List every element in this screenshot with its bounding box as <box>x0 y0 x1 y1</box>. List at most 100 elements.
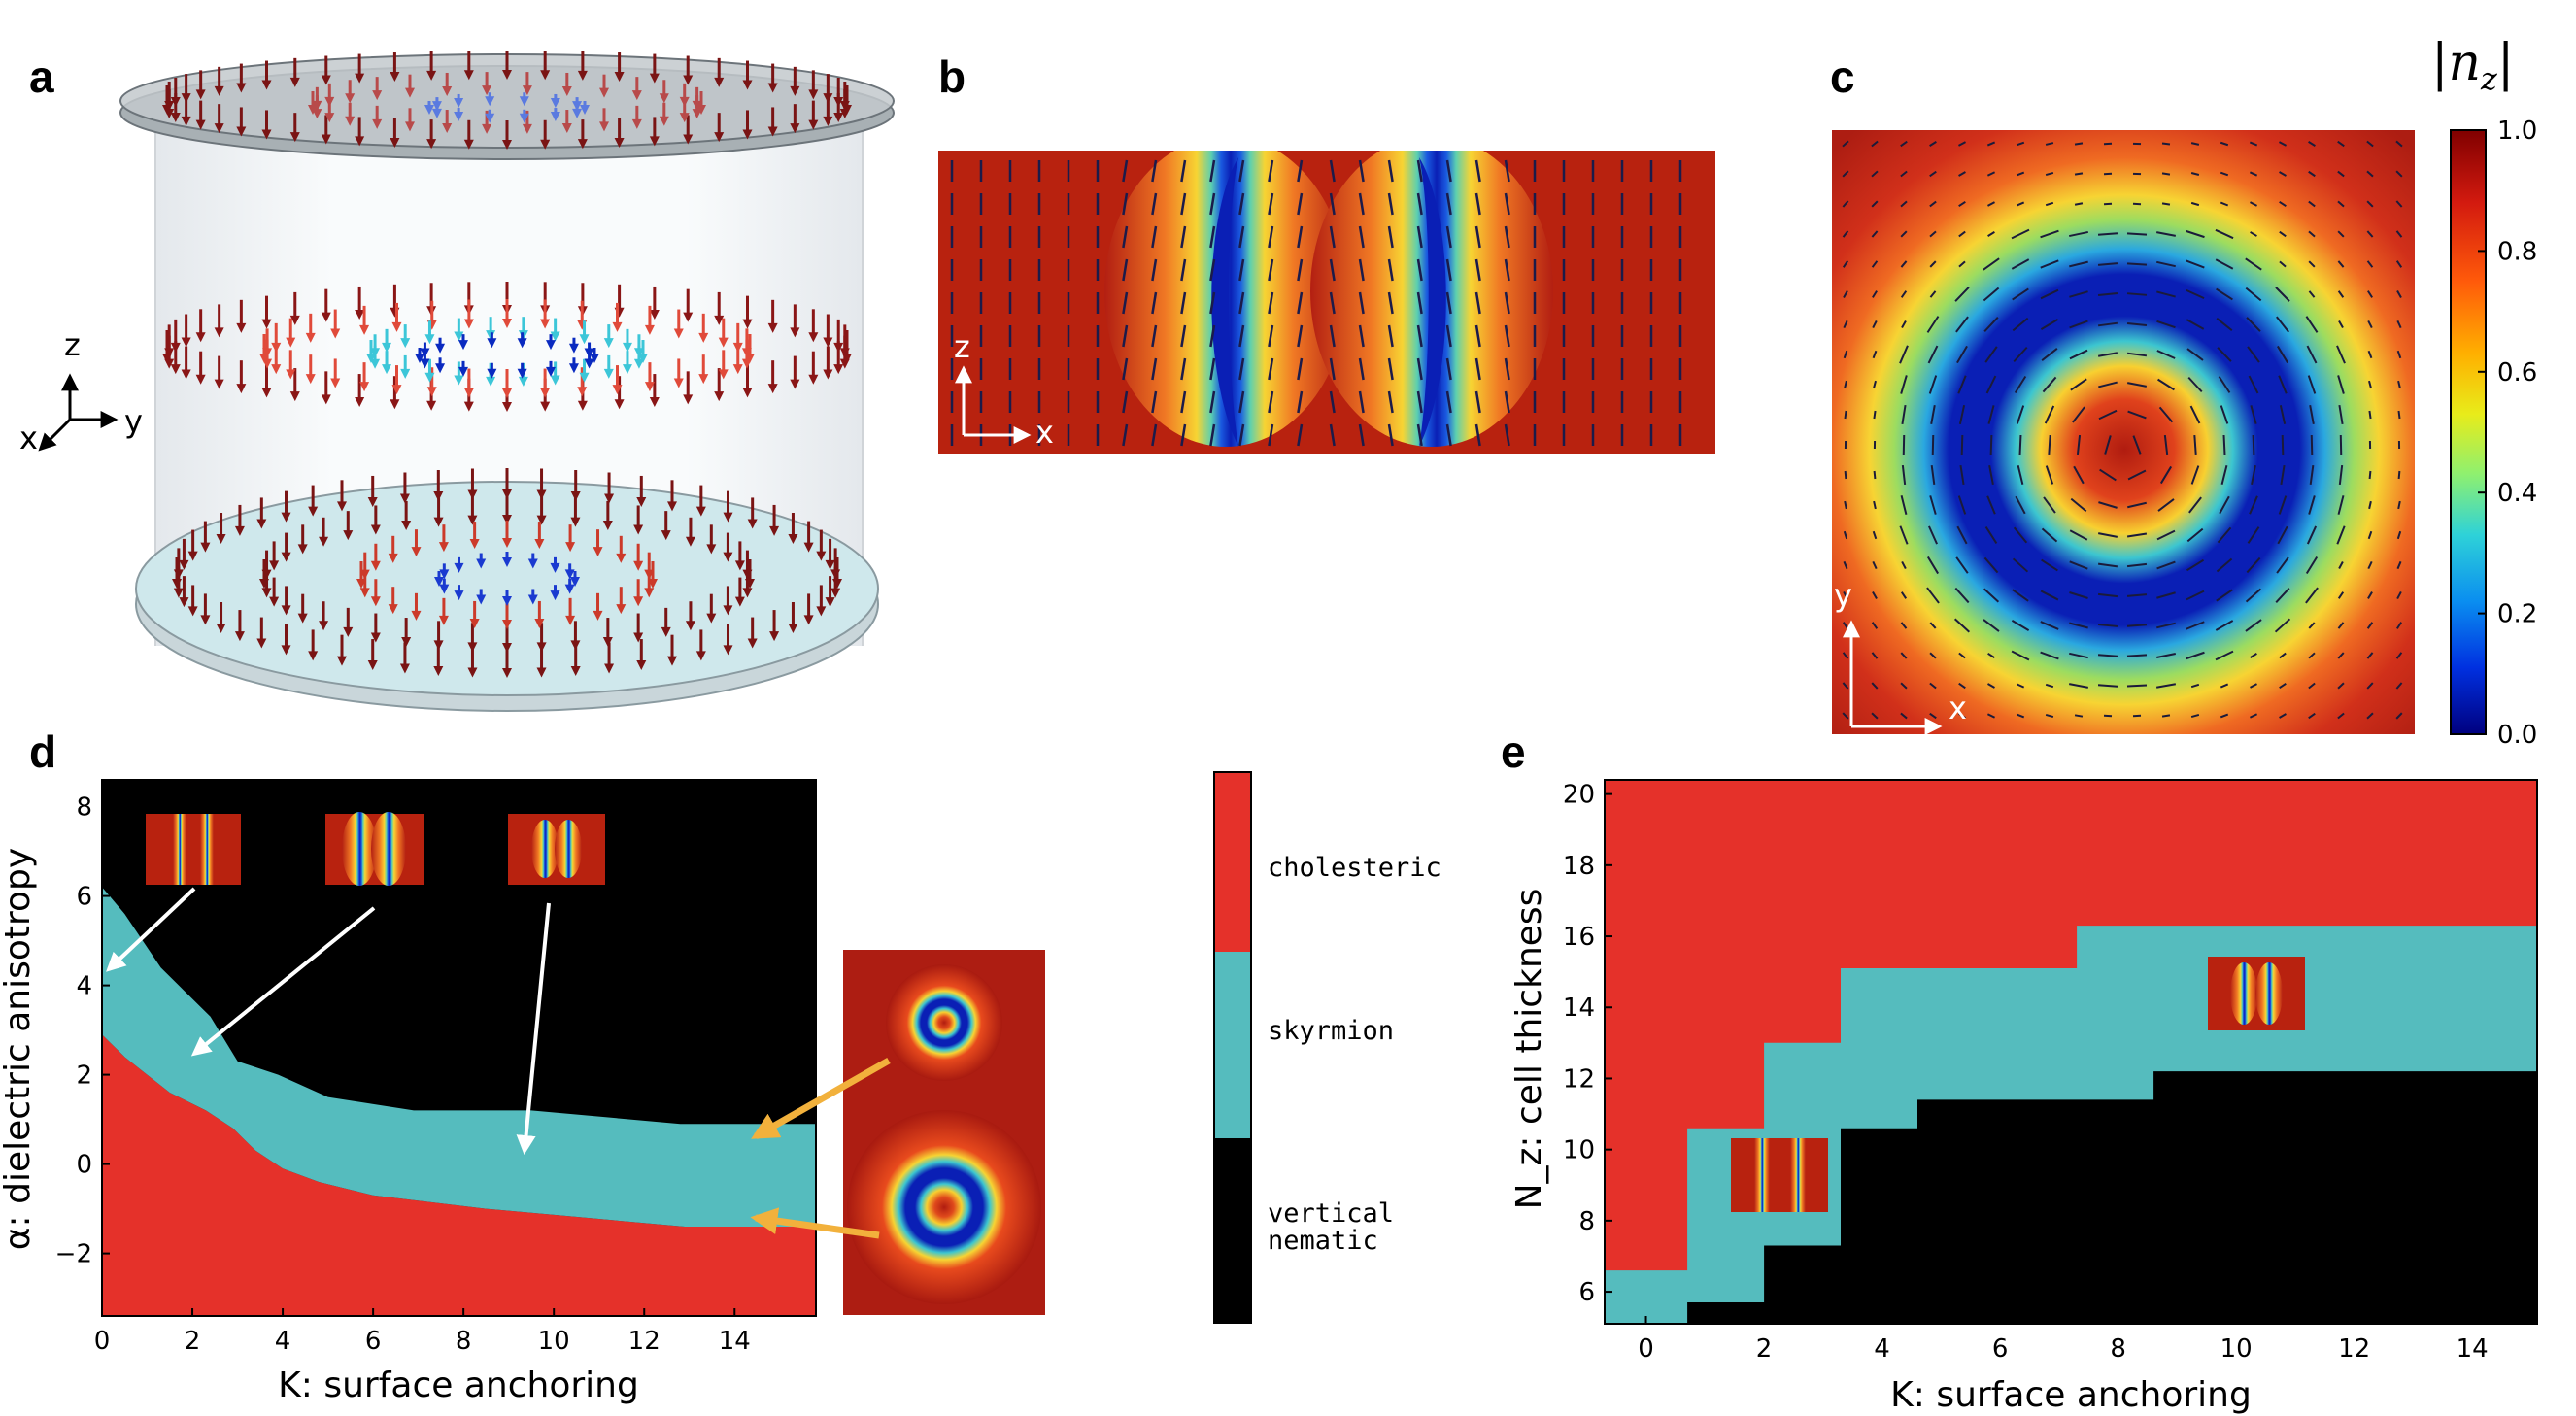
director-arrowhead <box>769 631 780 642</box>
director-dash <box>1984 346 1998 363</box>
director-arrowhead <box>636 496 647 507</box>
director-dash <box>2074 142 2084 146</box>
director-dash <box>1268 159 1274 183</box>
director-dash <box>2186 590 2205 601</box>
director-arrowhead <box>599 87 609 98</box>
director-arrowhead <box>769 525 780 536</box>
director-arrowhead <box>683 312 694 322</box>
director-dash <box>2097 562 2118 568</box>
panel-d-frame <box>101 779 817 1317</box>
director-arrowhead <box>732 342 743 353</box>
director-dash <box>2041 348 2058 361</box>
director-dash <box>2068 683 2089 689</box>
director-dash <box>1957 141 1967 147</box>
director-arrowhead <box>612 385 623 395</box>
panel-e-x-ticks: 0 2 4 6 8 10 12 14 <box>1638 1316 2489 1364</box>
director-dash <box>1445 291 1452 315</box>
director-dash <box>2126 624 2148 627</box>
director-dash <box>1297 390 1304 414</box>
director-dash <box>1445 225 1452 249</box>
director-dash <box>2156 653 2176 658</box>
director-dash <box>1901 320 1907 328</box>
director-arrowhead <box>200 615 211 625</box>
director-arrowhead <box>236 126 247 137</box>
director-arrowhead <box>286 337 296 348</box>
director-dash <box>1956 525 1968 545</box>
director-arrowhead <box>259 579 269 589</box>
legend-label-vertical: vertical <box>1268 1198 1394 1229</box>
director-arrowhead <box>572 108 583 118</box>
director-dash <box>2397 500 2401 510</box>
director-dash <box>2337 375 2345 394</box>
director-arrowhead <box>519 96 529 107</box>
director-arrowhead <box>695 651 706 661</box>
director-dash <box>1900 170 1908 178</box>
director-dash <box>1387 291 1394 315</box>
panel-label-d: d <box>29 726 56 777</box>
x-tick-label: 2 <box>1756 1334 1773 1364</box>
director-dash <box>2186 319 2205 330</box>
director-arrowhead <box>698 374 709 385</box>
director-dash <box>1929 141 1937 147</box>
director-dash <box>2155 231 2177 237</box>
director-arrowhead <box>519 113 529 123</box>
director-arrowhead <box>673 378 684 388</box>
director-dash <box>1842 230 1849 238</box>
director-dash <box>1504 159 1510 183</box>
director-arrowhead <box>343 626 354 637</box>
director-dash <box>2155 683 2177 689</box>
director-dash <box>2016 713 2025 719</box>
legend-swatch-skyrmion <box>1214 952 1251 1138</box>
director-dash <box>1122 291 1129 315</box>
director-arrowhead <box>517 368 527 379</box>
director-arrowhead <box>517 338 527 349</box>
director-dash <box>1297 258 1304 282</box>
director-arrowhead <box>747 638 758 649</box>
director-dash <box>2337 712 2345 720</box>
director-dash <box>2276 556 2289 574</box>
y-tick-label: 10 <box>1563 1136 1595 1165</box>
director-dash <box>1268 390 1274 414</box>
director-dash <box>2396 350 2402 359</box>
director-dash <box>2126 262 2148 266</box>
panel-d-skyrmion-region <box>102 887 816 1227</box>
y-tick-label: 2 <box>76 1062 92 1091</box>
director-arrowhead <box>790 123 800 134</box>
director-dash <box>2276 345 2289 364</box>
director-dash <box>1297 423 1304 447</box>
director-dash <box>2012 317 2029 332</box>
director-arrowhead <box>164 100 175 111</box>
director-dash <box>1122 423 1129 447</box>
director-dash <box>1151 159 1158 183</box>
director-dash <box>1872 591 1878 599</box>
director-dash <box>2126 532 2148 538</box>
director-arrowhead <box>604 493 615 504</box>
director-dash <box>2097 684 2118 688</box>
director-dash <box>1445 324 1452 348</box>
director-dash <box>2368 470 2372 480</box>
director-arrowhead <box>546 340 556 351</box>
director-arrowhead <box>262 348 273 358</box>
director-dash <box>2337 260 2345 268</box>
director-dash <box>2127 410 2147 420</box>
director-arrowhead <box>803 542 814 553</box>
director-dash <box>1900 495 1908 515</box>
phase-legend: cholesteric skyrmion vertical nematic <box>1213 771 1441 1324</box>
director-arrowhead <box>747 519 758 529</box>
director-arrowhead <box>173 569 184 580</box>
y-tick-label: 14 <box>1563 994 1595 1023</box>
director-dash <box>1358 357 1365 381</box>
director-dash <box>2249 713 2258 719</box>
director-dash <box>1122 159 1129 183</box>
director-arrowhead <box>281 605 291 616</box>
director-dash <box>1842 652 1849 659</box>
colorbar-tick-label: 0.8 <box>2497 237 2537 266</box>
director-arrowhead <box>661 626 671 637</box>
director-dash <box>2218 376 2231 393</box>
director-arrowhead <box>367 660 378 671</box>
director-dash <box>1872 530 1878 540</box>
director-dash <box>1387 324 1394 348</box>
director-arrowhead <box>568 343 579 354</box>
director-dash <box>1297 192 1304 216</box>
director-dash <box>2395 170 2403 178</box>
